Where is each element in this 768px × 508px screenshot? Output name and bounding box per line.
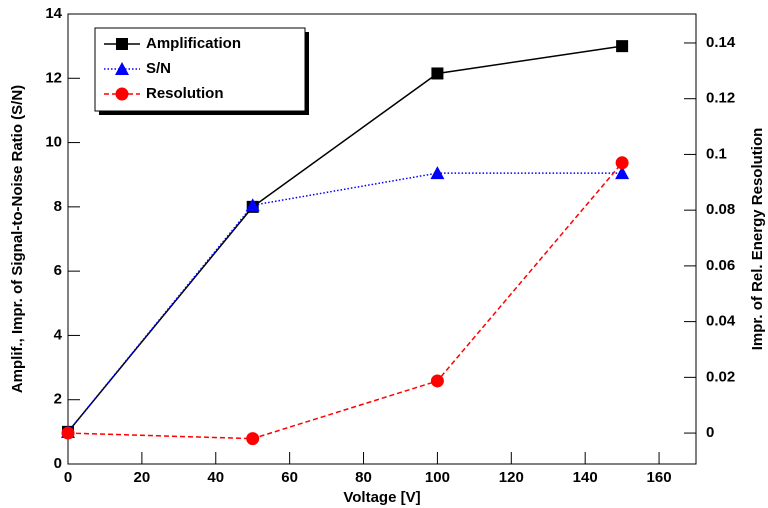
x-tick-label: 20 bbox=[134, 469, 151, 486]
y-tick-label: 4 bbox=[54, 326, 63, 343]
marker bbox=[431, 67, 444, 80]
series-line bbox=[67, 172, 623, 433]
series-line bbox=[67, 162, 623, 440]
legend-marker bbox=[115, 62, 129, 75]
x-tick-label: 100 bbox=[425, 469, 450, 486]
y-tick-label: 0 bbox=[54, 455, 62, 472]
y2-tick-label: 0.14 bbox=[706, 34, 736, 51]
legend-label: S/N bbox=[146, 60, 171, 77]
y-tick-label: 10 bbox=[45, 134, 62, 151]
x-tick-label: 0 bbox=[64, 469, 72, 486]
y-tick-label: 12 bbox=[45, 69, 62, 86]
x-tick-label: 80 bbox=[355, 469, 372, 486]
marker bbox=[61, 426, 75, 440]
y2-tick-label: 0 bbox=[706, 424, 714, 441]
y-tick-label: 2 bbox=[54, 391, 62, 408]
y2-tick-label: 0.12 bbox=[706, 90, 735, 107]
y2-tick-label: 0.04 bbox=[706, 313, 736, 330]
y-tick-label: 8 bbox=[54, 198, 62, 215]
x-tick-label: 40 bbox=[207, 469, 224, 486]
y-tick-label: 14 bbox=[45, 5, 62, 22]
y-tick-label: 6 bbox=[54, 262, 62, 279]
legend-label: Amplification bbox=[146, 35, 241, 52]
x-tick-label: 160 bbox=[647, 469, 672, 486]
marker bbox=[615, 166, 630, 180]
legend-label: Resolution bbox=[146, 85, 224, 102]
y-axis-label: Amplif., Impr. of Signal-to-Noise Ratio … bbox=[9, 85, 26, 393]
marker bbox=[246, 432, 260, 446]
y2-tick-label: 0.1 bbox=[706, 145, 727, 162]
x-tick-label: 120 bbox=[499, 469, 524, 486]
y2-tick-label: 0.08 bbox=[706, 201, 735, 218]
legend-marker bbox=[115, 87, 129, 101]
marker bbox=[245, 198, 260, 212]
x-axis-label: Voltage [V] bbox=[343, 489, 420, 506]
y2-tick-label: 0.06 bbox=[706, 257, 735, 274]
y2-tick-label: 0.02 bbox=[706, 368, 735, 385]
x-tick-label: 60 bbox=[281, 469, 298, 486]
y2-axis-label: Impr. of Rel. Energy Resolution bbox=[749, 128, 766, 351]
legend-marker bbox=[116, 38, 128, 50]
marker bbox=[615, 156, 629, 170]
x-tick-label: 140 bbox=[573, 469, 598, 486]
series-line bbox=[67, 45, 623, 433]
plot-frame bbox=[67, 13, 697, 465]
marker bbox=[616, 40, 629, 53]
marker bbox=[430, 166, 445, 180]
marker bbox=[430, 374, 444, 388]
